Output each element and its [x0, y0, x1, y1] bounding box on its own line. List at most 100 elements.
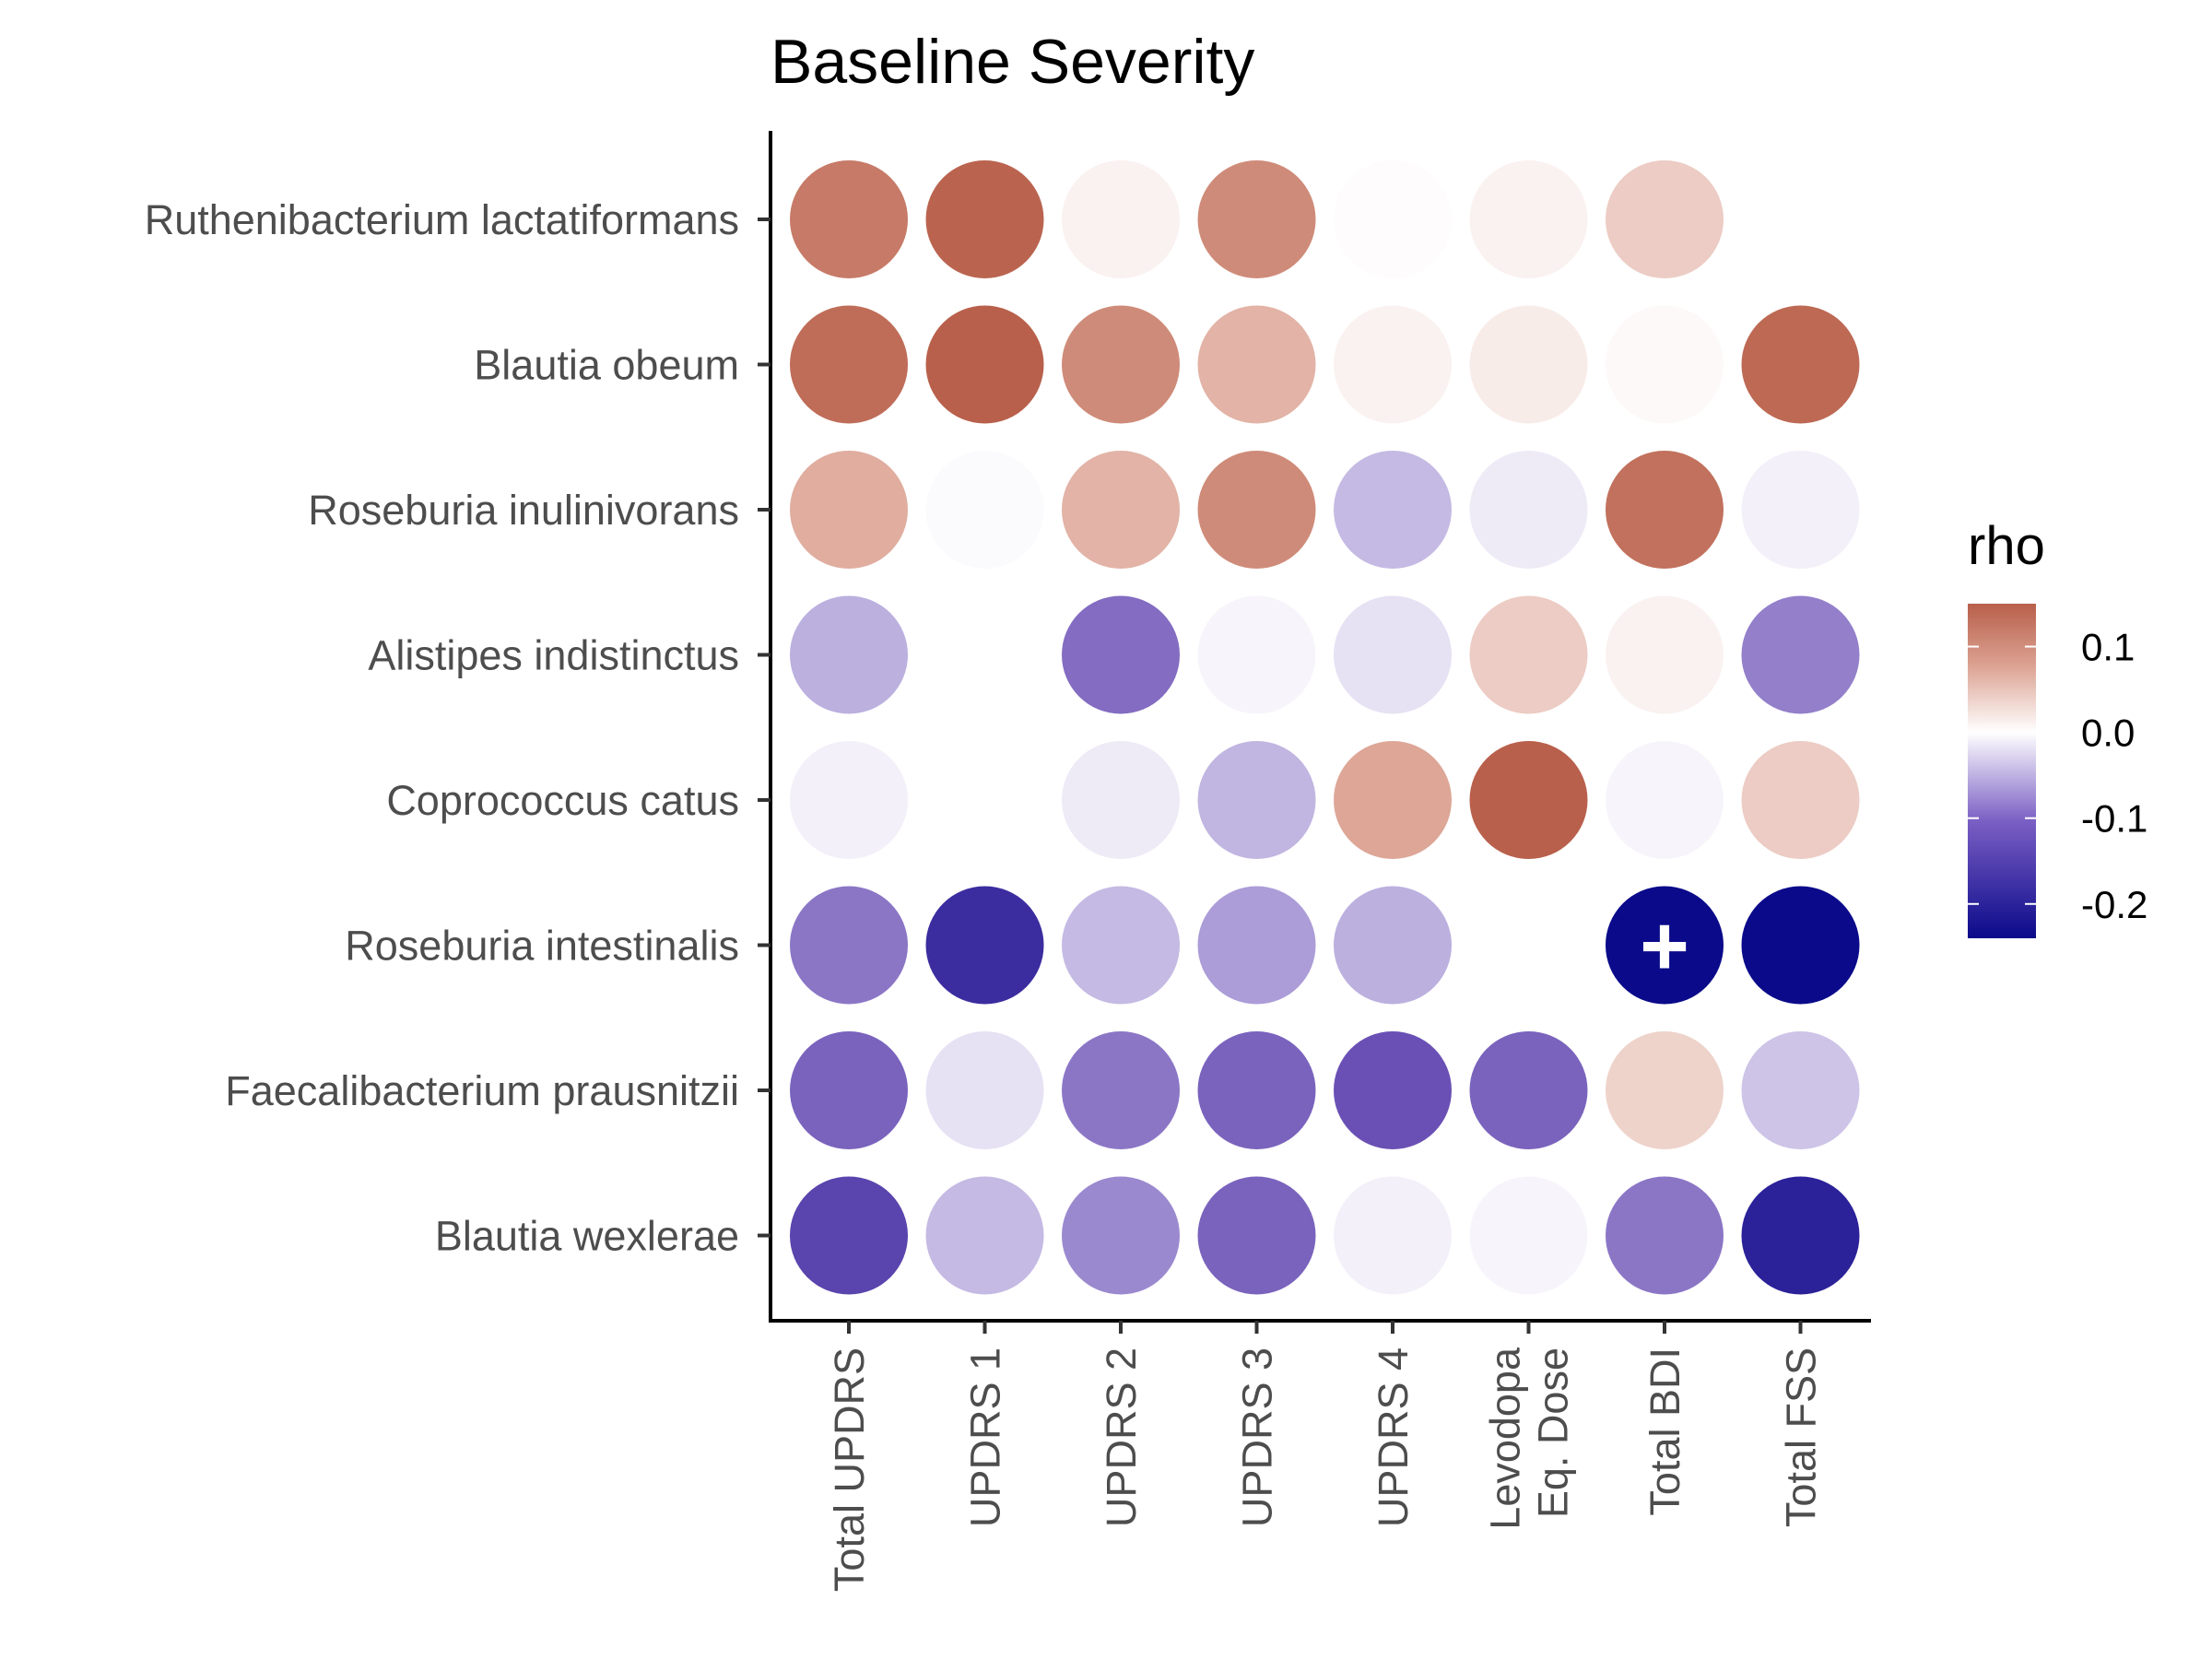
correlation-dot	[1469, 741, 1588, 859]
correlation-dot	[1334, 1176, 1452, 1295]
correlation-dot	[1469, 451, 1588, 569]
correlation-dot	[1197, 741, 1316, 859]
x-axis-labels: Total UPDRS UPDRS 1 UPDRS 2 UPDRS 3 UPDRS 4 L…	[826, 1347, 1825, 1592]
correlation-dot	[925, 741, 1044, 859]
x-tick-label-line: Total FSS	[1778, 1347, 1825, 1527]
correlation-dot	[1741, 886, 1860, 1005]
correlation-dot	[1197, 160, 1316, 278]
y-tick-label: Roseburia inulinivorans	[308, 487, 739, 534]
correlation-dot	[1334, 1031, 1452, 1149]
correlation-dot	[1062, 1031, 1180, 1149]
correlation-dot	[925, 1031, 1044, 1149]
correlation-dot	[1062, 451, 1180, 569]
correlation-dot	[1606, 1031, 1724, 1149]
correlation-dot	[1062, 1176, 1180, 1295]
correlation-dot	[925, 886, 1044, 1005]
legend-tick-label: -0.2	[2081, 883, 2147, 926]
x-tick-label: LevodopaEq. Dose	[1482, 1347, 1577, 1530]
x-tick-label: Total UPDRS	[826, 1347, 873, 1592]
correlation-dot	[1606, 160, 1724, 278]
color-legend: rho 0.1 0.0 -0.1 -0.2	[1968, 516, 2147, 938]
y-tick-label: Alistipes indistinctus	[368, 632, 739, 679]
x-tick-label-line: UPDRS 3	[1234, 1347, 1281, 1527]
y-tick-label: Faecalibacterium prausnitzii	[225, 1067, 739, 1114]
correlation-dot	[925, 595, 1044, 714]
correlation-dot	[790, 741, 908, 859]
correlation-dot	[925, 451, 1044, 569]
correlation-dot	[1741, 1176, 1860, 1295]
correlation-dot	[1741, 305, 1860, 424]
correlation-dot	[1469, 886, 1588, 1005]
correlation-dot	[1197, 1031, 1316, 1149]
correlation-dot	[1334, 595, 1452, 714]
correlation-dot	[1334, 160, 1452, 278]
chart-title: Baseline Severity	[771, 27, 1254, 97]
correlation-dot	[1741, 451, 1860, 569]
x-tick-label: UPDRS 1	[962, 1347, 1009, 1527]
y-tick-label: Roseburia intestinalis	[345, 923, 739, 970]
correlation-dot	[1741, 1031, 1860, 1149]
correlation-dot	[1334, 741, 1452, 859]
y-axis-labels: Ruthenibacterium lactatiformans Blautia o…	[145, 196, 739, 1260]
x-tick-label-line: Total BDI	[1641, 1347, 1688, 1516]
correlation-dot	[1469, 595, 1588, 714]
y-tick-label: Blautia wexlerae	[435, 1213, 739, 1260]
correlation-dot	[1741, 595, 1860, 714]
correlation-dot	[1062, 305, 1180, 424]
correlation-dot	[790, 1176, 908, 1295]
correlation-dot	[1469, 1176, 1588, 1295]
y-tick-label: Ruthenibacterium lactatiformans	[145, 196, 739, 243]
correlation-dot	[790, 1031, 908, 1149]
correlation-dot	[1197, 305, 1316, 424]
correlation-dot	[1606, 451, 1724, 569]
correlation-dot	[1469, 160, 1588, 278]
correlation-dot	[1197, 595, 1316, 714]
correlation-dot	[925, 305, 1044, 424]
correlation-dot	[1062, 741, 1180, 859]
correlation-dot	[1062, 595, 1180, 714]
correlation-dot	[790, 595, 908, 714]
x-tick-label-line: UPDRS 1	[962, 1347, 1009, 1527]
correlation-dot	[1334, 305, 1452, 424]
correlation-dot	[1334, 886, 1452, 1005]
correlation-dot	[925, 1176, 1044, 1295]
y-tick-label: Coprococcus catus	[386, 777, 739, 824]
correlation-dot	[1606, 1176, 1724, 1295]
x-tick-label-line: UPDRS 4	[1370, 1347, 1417, 1527]
correlation-dot	[1197, 1176, 1316, 1295]
correlation-dot	[1741, 160, 1860, 278]
x-tick-label-line: Levodopa	[1482, 1347, 1529, 1530]
significance-marker: +	[1640, 900, 1689, 994]
x-tick-label-line: Total UPDRS	[826, 1347, 873, 1592]
legend-tick-label: 0.0	[2081, 712, 2135, 755]
correlation-dot	[1197, 886, 1316, 1005]
correlation-dot	[1741, 741, 1860, 859]
y-tick-label: Blautia obeum	[474, 342, 739, 389]
correlation-dots: +	[790, 160, 1860, 1295]
correlation-dot	[1606, 886, 1724, 1005]
plot-axes	[758, 131, 1871, 1334]
correlation-dot	[925, 160, 1044, 278]
correlation-dot	[790, 451, 908, 569]
correlation-dot	[1197, 451, 1316, 569]
legend-tick-label: 0.1	[2081, 626, 2135, 669]
x-tick-label-line: UPDRS 2	[1098, 1347, 1145, 1527]
correlation-dot	[1469, 1031, 1588, 1149]
correlation-dot	[790, 160, 908, 278]
correlation-dot	[1062, 160, 1180, 278]
correlation-dot	[790, 886, 908, 1005]
correlation-dot	[1334, 451, 1452, 569]
x-tick-label: Total BDI	[1641, 1347, 1688, 1516]
correlation-dot	[1469, 305, 1588, 424]
legend-colorbar	[1968, 604, 2036, 938]
correlation-dot	[1062, 886, 1180, 1005]
x-tick-label: Total FSS	[1778, 1347, 1825, 1527]
x-tick-label: UPDRS 4	[1370, 1347, 1417, 1527]
correlation-dot	[1606, 741, 1724, 859]
correlation-dot	[790, 305, 908, 424]
legend-tick-label: -0.1	[2081, 797, 2147, 841]
legend-title: rho	[1968, 516, 2045, 576]
correlation-dot	[1606, 595, 1724, 714]
x-tick-label: UPDRS 3	[1234, 1347, 1281, 1527]
